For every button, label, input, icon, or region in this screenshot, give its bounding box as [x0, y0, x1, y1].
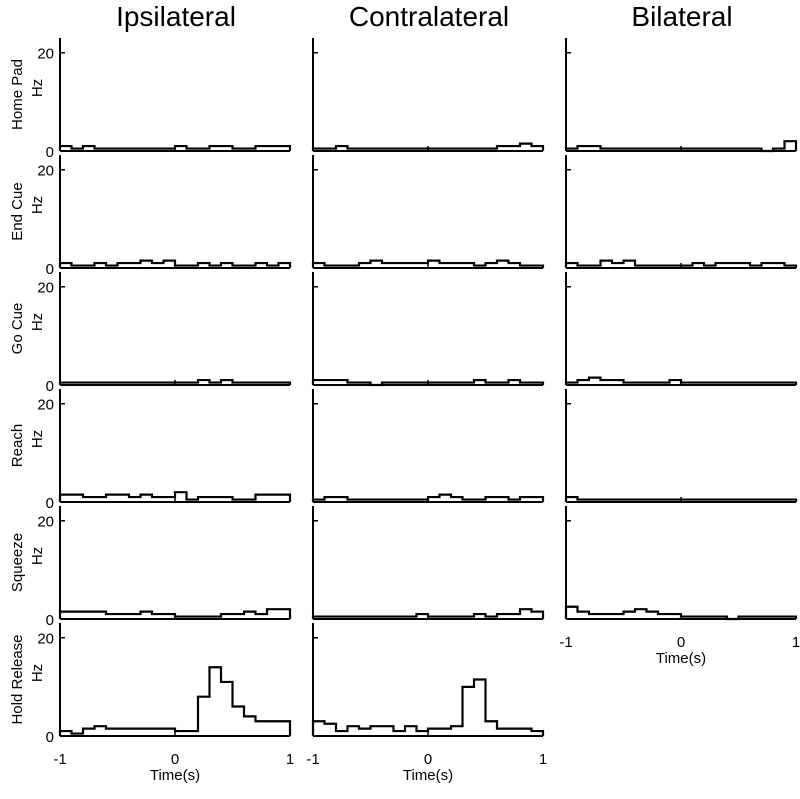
column-title-ipsilateral: Ipsilateral	[116, 1, 236, 32]
y-axis-label-ipsilateral-squeeze: Hz	[29, 547, 46, 565]
histogram-bilateral-reach	[564, 495, 798, 502]
column-title-contralateral: Contralateral	[349, 1, 509, 32]
histogram-ipsilateral-home-pad	[58, 144, 292, 151]
y-tick-label-20-ipsilateral-hold-release: 20	[37, 631, 54, 648]
histogram-contralateral-go-cue	[311, 378, 545, 387]
row-label-go-cue: Go Cue	[9, 303, 26, 355]
y-tick-label-0-ipsilateral-go-cue: 0	[46, 378, 54, 395]
y-axis-label-ipsilateral-hold-release: Hz	[29, 664, 46, 682]
histogram-ipsilateral-end-cue	[58, 259, 292, 268]
histogram-contralateral-end-cue	[311, 259, 545, 268]
x-axis-label-bilateral-squeeze: Time(s)	[656, 650, 706, 667]
x-tick-label--1-ipsilateral-hold-release: -1	[53, 751, 66, 768]
histogram-ipsilateral-squeeze	[58, 608, 292, 619]
histogram-bilateral-go-cue	[564, 376, 798, 385]
row-label-reach: Reach	[9, 424, 26, 467]
x-tick-label-0-contralateral-hold-release: 0	[424, 751, 432, 768]
x-tick-label-1-ipsilateral-hold-release: 1	[286, 751, 294, 768]
histogram-bilateral-squeeze	[564, 605, 798, 621]
row-label-squeeze: Squeeze	[9, 533, 26, 592]
y-axis-label-ipsilateral-end-cue: Hz	[29, 196, 46, 214]
y-tick-label-20-ipsilateral-home-pad: 20	[37, 46, 54, 63]
x-tick-label-1-contralateral-hold-release: 1	[539, 751, 547, 768]
y-tick-label-0-ipsilateral-end-cue: 0	[46, 261, 54, 278]
histogram-bilateral-end-cue	[564, 259, 798, 268]
x-tick-label--1-bilateral-squeeze: -1	[559, 634, 572, 651]
x-tick-label-1-bilateral-squeeze: 1	[792, 634, 800, 651]
x-tick-label--1-contralateral-hold-release: -1	[306, 751, 319, 768]
histogram-ipsilateral-hold-release	[58, 666, 292, 736]
x-axis-label-contralateral-hold-release: Time(s)	[403, 767, 453, 784]
histogram-ipsilateral-reach	[58, 491, 292, 502]
y-tick-label-20-ipsilateral-end-cue: 20	[37, 163, 54, 180]
column-title-bilateral: Bilateral	[631, 1, 732, 32]
y-tick-label-20-ipsilateral-reach: 20	[37, 397, 54, 414]
histogram-ipsilateral-go-cue	[58, 378, 292, 385]
y-tick-label-20-ipsilateral-go-cue: 20	[37, 280, 54, 297]
x-axis-label-ipsilateral-hold-release: Time(s)	[150, 767, 200, 784]
y-tick-label-0-ipsilateral-squeeze: 0	[46, 612, 54, 629]
y-axis-label-ipsilateral-home-pad: Hz	[29, 79, 46, 97]
row-label-home-pad: Home Pad	[9, 59, 26, 130]
x-tick-label-0-bilateral-squeeze: 0	[677, 634, 685, 651]
histogram-contralateral-squeeze	[311, 608, 545, 619]
histogram-bilateral-home-pad	[564, 140, 798, 153]
y-tick-label-0-ipsilateral-home-pad: 0	[46, 144, 54, 161]
histogram-contralateral-hold-release	[311, 678, 545, 736]
y-tick-label-0-ipsilateral-hold-release: 0	[46, 729, 54, 746]
row-label-end-cue: End Cue	[9, 182, 26, 240]
y-axis-label-ipsilateral-go-cue: Hz	[29, 313, 46, 331]
histogram-contralateral-home-pad	[311, 142, 545, 151]
x-tick-label-0-ipsilateral-hold-release: 0	[171, 751, 179, 768]
y-tick-label-0-ipsilateral-reach: 0	[46, 495, 54, 512]
row-label-hold-release: Hold Release	[9, 634, 26, 724]
y-axis-label-ipsilateral-reach: Hz	[29, 430, 46, 448]
y-tick-label-20-ipsilateral-squeeze: 20	[37, 514, 54, 531]
histogram-contralateral-reach	[311, 493, 545, 502]
